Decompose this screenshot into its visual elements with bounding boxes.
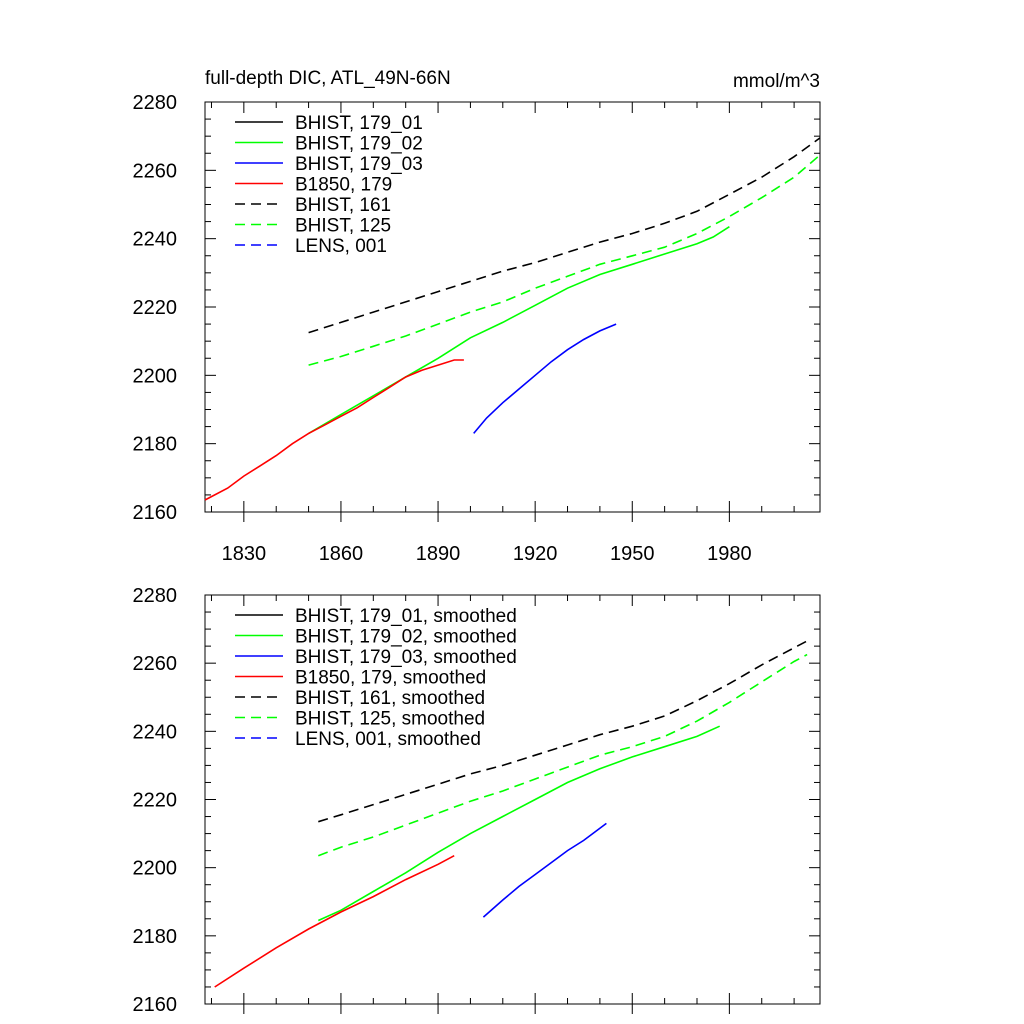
series-line-5 (308, 154, 821, 366)
series-line-4 (308, 137, 821, 334)
y-tick-label: 2180 (133, 926, 178, 948)
legend-label-2: BHIST, 179_03 (295, 154, 423, 175)
chart-title: full-depth DIC, ATL_49N-66N (205, 68, 451, 89)
x-tick-label: 1980 (707, 543, 752, 565)
series-line-3 (204, 359, 464, 501)
y-tick-label: 2160 (133, 994, 178, 1016)
legend-label-2: BHIST, 179_03, smoothed (295, 647, 517, 668)
series-line-1 (317, 725, 721, 922)
legend-label-0: BHIST, 179_01 (295, 113, 423, 134)
y-tick-label: 2200 (133, 365, 178, 387)
legend-label-1: BHIST, 179_02 (295, 134, 423, 155)
x-tick-label: 1890 (416, 543, 461, 565)
y-tick-label: 2240 (133, 721, 178, 743)
series-line-2 (482, 822, 607, 918)
y-tick-label: 2180 (133, 434, 178, 456)
series-line-1 (308, 226, 730, 435)
y-tick-label: 2280 (133, 92, 178, 114)
series-line-5 (318, 653, 808, 857)
legend-label-1: BHIST, 179_02, smoothed (295, 627, 517, 648)
legend-label-4: BHIST, 161 (295, 195, 391, 216)
legend-label-6: LENS, 001, smoothed (295, 729, 481, 750)
units-label: mmol/m^3 (733, 71, 820, 92)
y-tick-label: 2240 (133, 229, 178, 251)
y-tick-label: 2160 (133, 502, 178, 524)
x-tick-label: 1860 (319, 543, 364, 565)
series-line-2 (473, 323, 617, 434)
top-panel: full-depth DIC, ATL_49N-66N mmol/m^3 1830 1… (133, 68, 821, 565)
legend-label-5: BHIST, 125, smoothed (295, 709, 485, 730)
bottom-panel: 2160 2180 2200 2220 2240 2260 2280 BHIST, 179_0… (133, 585, 821, 1016)
x-tick-label: 1950 (610, 543, 655, 565)
y-tick-label: 2260 (133, 653, 178, 675)
legend-label-0: BHIST, 179_01, smoothed (295, 606, 517, 627)
y-tick-label: 2220 (133, 297, 178, 319)
x-tick-label: 1830 (222, 543, 267, 565)
series-line-4 (318, 640, 808, 823)
legend-label-6: LENS, 001 (295, 236, 387, 257)
legend-label-5: BHIST, 125 (295, 216, 391, 237)
x-tick-label: 1920 (513, 543, 558, 565)
y-tick-label: 2260 (133, 160, 178, 182)
legend-label-3: B1850, 179 (295, 175, 392, 196)
y-tick-label: 2200 (133, 858, 178, 880)
y-tick-label: 2220 (133, 790, 178, 812)
legend-label-4: BHIST, 161, smoothed (295, 688, 485, 709)
y-tick-label: 2280 (133, 585, 178, 607)
legend-label-3: B1850, 179, smoothed (295, 668, 486, 689)
series-line-3 (214, 854, 455, 988)
